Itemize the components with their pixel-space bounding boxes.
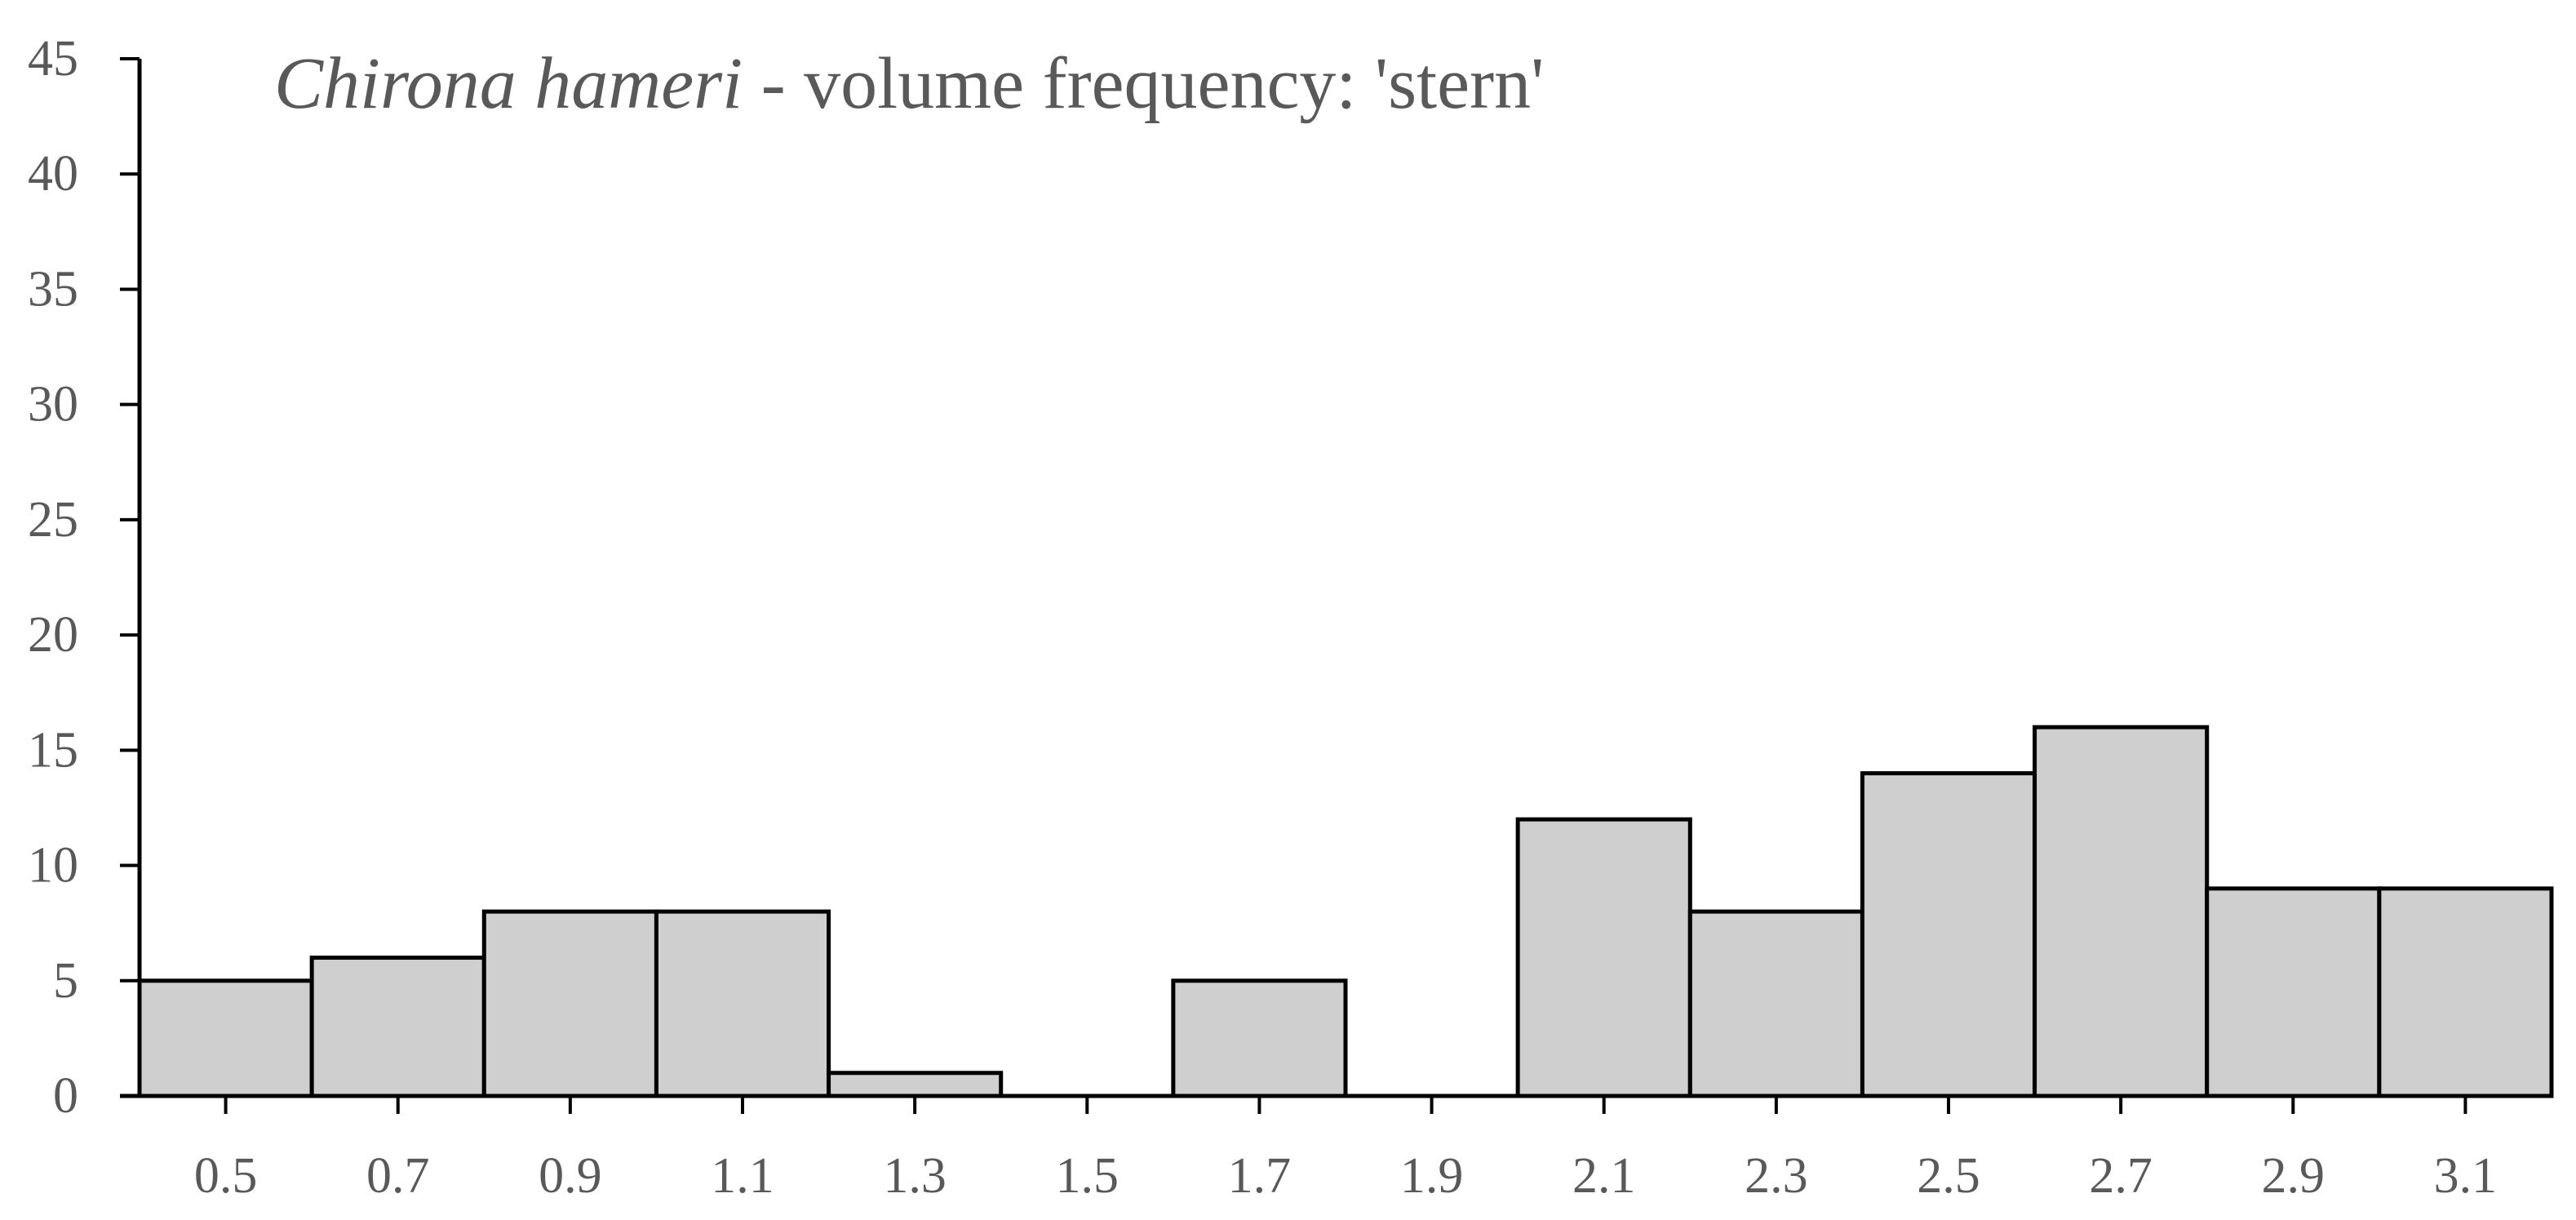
y-tick-label: 30 — [28, 377, 78, 433]
bar — [309, 956, 486, 1098]
y-tick-label: 25 — [28, 492, 78, 548]
x-tick-label: 1.7 — [1228, 1148, 1292, 1204]
x-tick-label: 0.5 — [194, 1148, 258, 1204]
y-tick-label: 5 — [53, 953, 78, 1009]
x-tick-label: 3.1 — [2434, 1148, 2498, 1204]
y-tick-label: 35 — [28, 261, 78, 317]
bar — [481, 909, 658, 1098]
y-tick-label: 0 — [53, 1068, 78, 1124]
x-tick-label: 0.9 — [539, 1148, 602, 1204]
x-tick-label: 2.9 — [2262, 1148, 2325, 1204]
x-tick-label: 2.3 — [1745, 1148, 1808, 1204]
y-tick-label: 20 — [28, 607, 78, 663]
title-species: Chirona hameri — [274, 43, 743, 124]
title-text: - volume frequency: 'stern' — [743, 43, 1544, 124]
bar — [137, 978, 314, 1098]
bar — [1687, 909, 1864, 1098]
bar — [827, 1071, 1004, 1098]
bar — [1860, 771, 2037, 1098]
x-tick-label: 1.5 — [1056, 1148, 1120, 1204]
y-tick-label: 45 — [28, 31, 78, 87]
x-tick-label: 2.7 — [2089, 1148, 2153, 1204]
y-tick-label: 10 — [28, 838, 78, 894]
bar — [2033, 725, 2210, 1098]
x-tick-label: 1.9 — [1400, 1148, 1464, 1204]
x-tick-label: 2.1 — [1572, 1148, 1636, 1204]
chart-title: Chirona hameri - volume frequency: 'ster… — [274, 43, 1544, 124]
bar — [2205, 886, 2382, 1098]
y-tick-label: 40 — [28, 146, 78, 202]
x-tick-label: 0.7 — [366, 1148, 430, 1204]
bar — [1171, 978, 1348, 1098]
x-tick-label: 2.5 — [1917, 1148, 1980, 1204]
x-tick-label: 1.3 — [883, 1148, 947, 1204]
y-tick-label: 15 — [28, 722, 78, 778]
x-tick-label: 1.1 — [711, 1148, 774, 1204]
bar — [2377, 886, 2554, 1098]
bar — [1515, 817, 1692, 1098]
bar — [654, 909, 831, 1098]
